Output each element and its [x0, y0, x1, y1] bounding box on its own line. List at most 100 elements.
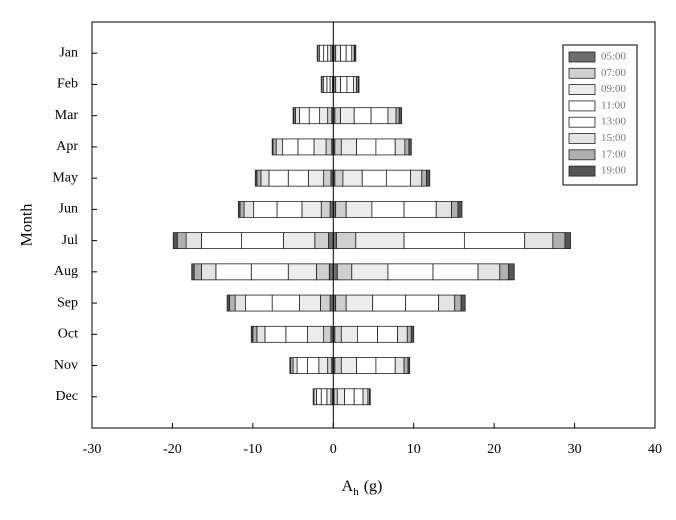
- bar-segment: [271, 294, 300, 312]
- bar-segment: [342, 169, 363, 187]
- bar-segment: [323, 169, 332, 187]
- bar-segment: [369, 388, 371, 406]
- bar-segment: [287, 263, 317, 281]
- bar-segment: [193, 263, 202, 281]
- legend-swatch: [568, 67, 596, 79]
- bar-segment: [335, 200, 347, 218]
- bar-segment: [226, 294, 230, 312]
- bar-segment: [454, 294, 462, 312]
- bar-segment: [332, 263, 338, 281]
- bar-segment: [385, 169, 411, 187]
- bar-segment: [375, 357, 396, 374]
- x-axis-label: Ah (g): [342, 478, 383, 498]
- bar-segment: [176, 232, 187, 250]
- bar-segment: [312, 388, 315, 406]
- bar-segment: [191, 263, 195, 281]
- bar-segment: [335, 76, 341, 93]
- bar-segment: [438, 294, 456, 312]
- bar-segment: [403, 232, 465, 250]
- bar-segment: [334, 169, 344, 187]
- bar-segment: [394, 357, 405, 374]
- bar-segment: [394, 138, 406, 156]
- bar-segment: [272, 138, 277, 156]
- bar-segment: [435, 200, 452, 218]
- bar-segment: [256, 325, 266, 343]
- bar-segment: [340, 44, 347, 62]
- bar-segment: [276, 200, 303, 218]
- bar-segment: [307, 325, 325, 343]
- bar-segment: [301, 200, 322, 218]
- legend: 05:00 07:00 09:00 11:00 13:00 15:00 17:00 19:00: [562, 44, 638, 186]
- bar-segment: [296, 357, 308, 374]
- bar-segment: [336, 232, 357, 250]
- bar-segment: [268, 169, 289, 187]
- bar-segment: [315, 263, 330, 281]
- bar-segment: [323, 76, 328, 93]
- bar-segment: [314, 232, 329, 250]
- bar-segment: [499, 263, 510, 281]
- bar-segment: [345, 294, 374, 312]
- bar-segment: [308, 107, 321, 125]
- bar-segment: [271, 138, 274, 156]
- y-tick-label: Nov: [54, 358, 78, 373]
- bar-segment: [387, 263, 434, 281]
- bar-segment: [253, 200, 278, 218]
- bar-segment: [407, 357, 411, 374]
- bar-segment: [335, 44, 341, 62]
- bar-segment: [282, 138, 299, 156]
- bar-segment: [353, 388, 364, 406]
- bar-segment: [285, 325, 308, 343]
- bar-segment: [326, 388, 332, 406]
- legend-swatch: [568, 165, 596, 177]
- bar-segment: [357, 325, 378, 343]
- bar-segment: [215, 263, 252, 281]
- bar-segment: [275, 138, 284, 156]
- bar-segment: [245, 294, 273, 312]
- x-tick-label: -30: [83, 442, 102, 457]
- bar-segment: [316, 44, 319, 62]
- legend-label: 05:00: [601, 51, 627, 63]
- bar-segment: [333, 388, 338, 406]
- bar-segment: [370, 107, 389, 125]
- legend-swatch: [568, 116, 596, 128]
- bar-segment: [313, 138, 327, 156]
- bar-segment: [375, 138, 396, 156]
- x-tick-label: -10: [244, 442, 263, 457]
- legend-label: 13:00: [601, 116, 627, 128]
- y-axis-label: Month: [19, 204, 36, 247]
- legend-swatch: [568, 133, 596, 144]
- bar-segment: [323, 325, 332, 343]
- legend-label: 07:00: [601, 67, 627, 79]
- legend-swatch: [568, 84, 596, 95]
- bar-segment: [387, 107, 397, 125]
- bar-segment: [299, 107, 310, 125]
- bar-segment: [346, 76, 354, 93]
- bar-segment: [336, 263, 353, 281]
- bar-segment: [406, 325, 412, 343]
- y-tick-label: Jun: [59, 202, 78, 217]
- bar-segment: [357, 76, 360, 93]
- x-tick-label: 0: [330, 442, 337, 457]
- bar-segment: [287, 169, 309, 187]
- legend-swatch: [568, 149, 596, 161]
- bar-segment: [234, 294, 247, 312]
- bar-segment: [252, 325, 258, 343]
- bar-segment: [403, 200, 437, 218]
- bar-segment: [345, 44, 353, 62]
- bar-segment: [297, 138, 315, 156]
- bar-segment: [200, 263, 217, 281]
- bar-segment: [295, 107, 300, 125]
- legend-label: 09:00: [601, 83, 627, 95]
- x-label-unit: (g): [364, 478, 383, 495]
- bar-segment: [327, 357, 333, 374]
- bar-segment: [315, 388, 322, 406]
- bar-segment: [307, 169, 325, 187]
- bar-segment: [200, 232, 242, 250]
- bar-segment: [334, 138, 342, 156]
- y-tick-label: Feb: [57, 77, 78, 92]
- bar-segment: [320, 294, 331, 312]
- bar-segment: [264, 325, 287, 343]
- y-tick-label: Jan: [59, 45, 78, 60]
